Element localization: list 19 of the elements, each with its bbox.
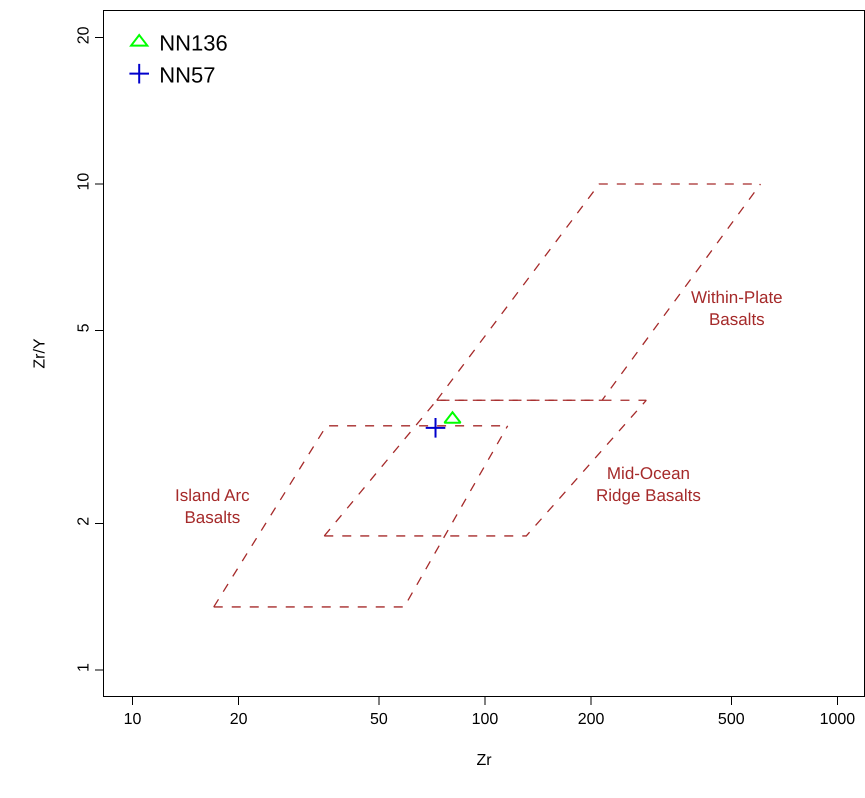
x-tick-label: 1000 <box>820 711 856 728</box>
series-label: Within-Plate Basalts <box>691 288 783 330</box>
legend-label: NN57 <box>159 62 216 88</box>
y-axis-title: Zr/Y <box>32 338 48 369</box>
x-tick-label: 100 <box>472 711 498 728</box>
y-tick-label: 1 <box>76 663 93 672</box>
x-tick-label: 500 <box>718 711 745 728</box>
x-axis-title: Zr <box>476 752 492 769</box>
x-tick-label: 50 <box>370 711 388 728</box>
x-tick-label: 200 <box>578 711 604 728</box>
y-tick-label: 5 <box>76 323 93 332</box>
series-label: Island Arc Basalts <box>175 486 250 528</box>
legend-label: NN136 <box>159 30 228 56</box>
y-tick-label: 10 <box>76 172 93 191</box>
y-tick-label: 20 <box>76 26 93 44</box>
y-tick-label: 2 <box>76 516 93 526</box>
x-tick-label: 10 <box>124 711 142 728</box>
series-label: Mid-Ocean Ridge Basalts <box>596 464 701 506</box>
x-tick-label: 20 <box>230 711 248 728</box>
